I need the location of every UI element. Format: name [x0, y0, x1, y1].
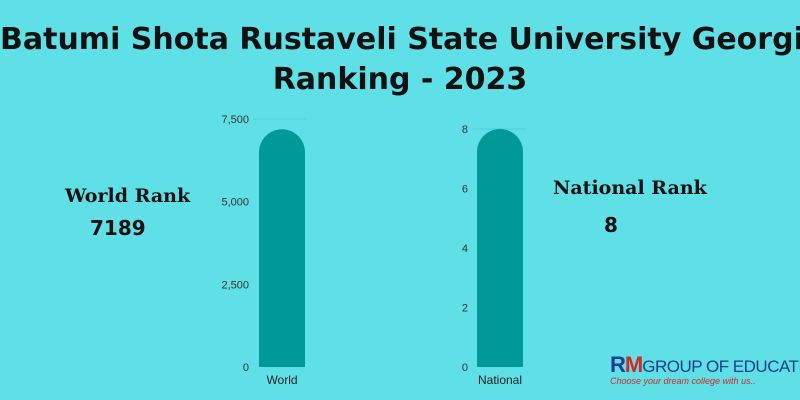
title-line-2: Ranking - 2023 — [272, 62, 528, 97]
national-y-tick-label: 0 — [462, 362, 468, 374]
world-y-tick-label: 7,500 — [221, 114, 249, 126]
logo-text: GROUP OF EDUCATION — [642, 357, 800, 376]
rm-group-logo: RMGROUP OF EDUCATION Choose your dream c… — [610, 352, 800, 386]
national-y-tick-label: 4 — [462, 243, 468, 255]
world-bar — [259, 129, 305, 367]
national-rank-label: National Rank — [553, 177, 707, 199]
logo-m: M — [624, 352, 643, 377]
title-line-1: Batumi Shota Rustaveli State University … — [0, 22, 800, 57]
world-y-tick-label: 0 — [243, 362, 249, 374]
national-category-label: National — [478, 373, 522, 387]
world-y-tick-label: 5,000 — [221, 197, 249, 209]
national-chart: 0 2 4 6 8 National — [462, 124, 525, 387]
world-rank-label: World Rank — [65, 185, 191, 207]
national-y-tick-label: 2 — [462, 303, 468, 315]
world-y-tick-label: 2,500 — [221, 279, 249, 291]
national-y-tick-label: 6 — [462, 184, 468, 196]
world-rank-value: 7189 — [90, 216, 146, 240]
world-chart: 0 2,500 5,000 7,500 World — [221, 114, 307, 387]
national-bar — [477, 129, 523, 367]
logo-r: R — [610, 352, 626, 377]
national-y-tick-label: 8 — [462, 124, 468, 136]
national-rank-value: 8 — [604, 213, 618, 237]
chart-title: Batumi Shota Rustaveli State University … — [0, 20, 800, 100]
world-category-label: World — [266, 373, 297, 387]
logo-tagline: Choose your dream college with us.. — [610, 376, 756, 386]
